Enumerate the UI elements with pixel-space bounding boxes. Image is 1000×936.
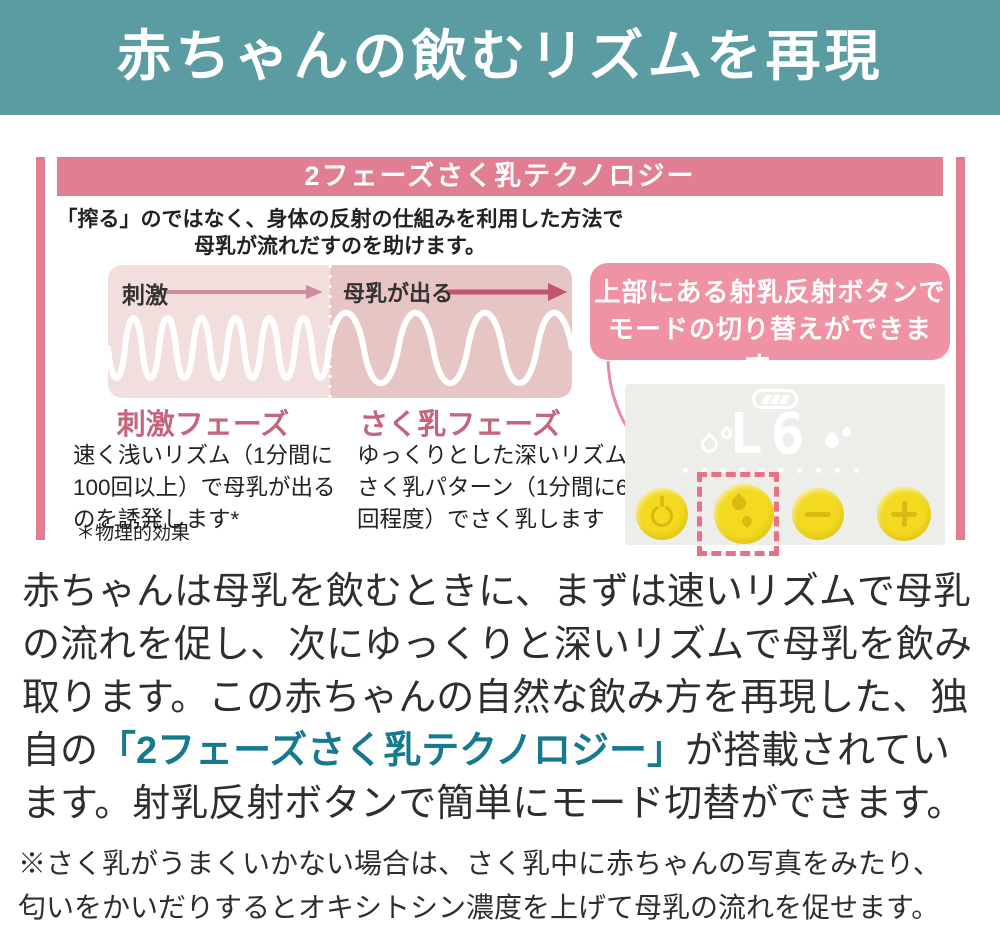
footnote-line: 匂いをかいだりするとオキシトシン濃度を上げて母乳の流れを促せます。: [18, 892, 940, 923]
physical-effect-footnote: ＊物理的効果: [76, 523, 191, 544]
wave-graphic: [108, 265, 572, 398]
desc-line: のを誘発します*: [73, 507, 240, 532]
callout-line-1: 上部にある射乳反射ボタンで: [594, 277, 946, 307]
frame-left-border: [36, 157, 45, 540]
power-icon: [651, 505, 673, 527]
header-banner: 赤ちゃんの飲むリズムを再現: [0, 0, 1000, 115]
power-button: [636, 488, 688, 540]
expression-drops-icon: [822, 426, 855, 458]
intro-line-2: 母乳が流れだすのを助けます。: [194, 235, 486, 258]
desc-line: 回程度）でさく乳します: [357, 507, 605, 532]
letdown-button-highlight-box: [697, 472, 779, 556]
main-paragraph: 赤ちゃんは母乳を飲むときに、まずは速いリズムで母乳 の流れを促し、次にゆっくりと…: [22, 566, 982, 831]
stimulation-label: 刺激: [122, 282, 168, 308]
page-title: 赤ちゃんの飲むリズムを再現: [116, 25, 884, 87]
expression-label: 母乳が出る: [343, 281, 454, 306]
stimulation-phase-name: 刺激フェーズ: [116, 409, 290, 441]
stimulation-phase-description: 速く浅いリズム（1分間に 100回以上）で母乳が出る のを誘発します*: [73, 440, 378, 536]
desc-line: 100回以上）で母乳が出る: [73, 475, 336, 500]
expression-phase-name: さく乳フェーズ: [359, 409, 561, 441]
progress-dots: [683, 468, 859, 473]
callout-line-2: モードの切り替えができます。: [607, 314, 932, 381]
suction-wave-path: [108, 310, 572, 386]
tech-name-highlight: 「2フェーズさく乳テクノロジー」: [98, 730, 685, 772]
device-control-panel: L6: [625, 384, 945, 556]
minus-icon: [805, 511, 831, 517]
paragraph-line: の流れを促し、次にゆっくりと深いリズムで母乳を飲み: [22, 624, 973, 666]
minus-button: [792, 488, 844, 540]
section-title: 2フェーズさく乳テクノロジー: [57, 157, 943, 196]
section-intro: 「搾る」のではなく、身体の反射の仕組みを利用した方法で 母乳が流れだすのを助けま…: [50, 206, 630, 260]
letdown-button: [714, 484, 774, 544]
plus-button: [877, 487, 931, 541]
intro-line-1: 「搾る」のではなく、身体の反射の仕組みを利用した方法で: [56, 208, 624, 231]
level-display: L6: [729, 402, 813, 467]
paragraph-line: 取ります。この赤ちゃんの自然な飲み方を再現した、独: [22, 677, 969, 719]
desc-line: さく乳パターン（1分間に60: [357, 475, 641, 500]
paragraph-line: 自の「2フェーズさく乳テクノロジー」が搭載されてい: [22, 730, 950, 772]
desc-line: 速く浅いリズム（1分間に: [73, 443, 334, 468]
frame-right-border: [956, 157, 965, 540]
battery-icon: [752, 389, 798, 409]
desc-line: ゆっくりとした深いリズムの: [357, 443, 650, 468]
stimulation-arrow-head: [306, 285, 323, 299]
expression-phase-description: ゆっくりとした深いリズムの さく乳パターン（1分間に60 回程度）でさく乳します: [357, 440, 662, 536]
wave-diagram: 刺激 母乳が出る: [108, 265, 572, 398]
paragraph-line: ます。射乳反射ボタンで簡単にモード切替ができます。: [22, 783, 965, 825]
mode-switch-callout: 上部にある射乳反射ボタンで モードの切り替えができます。: [590, 263, 950, 381]
footnote-line: ※さく乳がうまくいかない場合は、さく乳中に赤ちゃんの写真をみたり、: [18, 848, 941, 879]
expression-arrow-head: [548, 283, 567, 301]
paragraph-line: 赤ちゃんは母乳を飲むときに、まずは速いリズムで母乳: [22, 571, 971, 613]
footnote: ※さく乳がうまくいかない場合は、さく乳中に赤ちゃんの写真をみたり、 匂いをかいだ…: [18, 842, 990, 930]
